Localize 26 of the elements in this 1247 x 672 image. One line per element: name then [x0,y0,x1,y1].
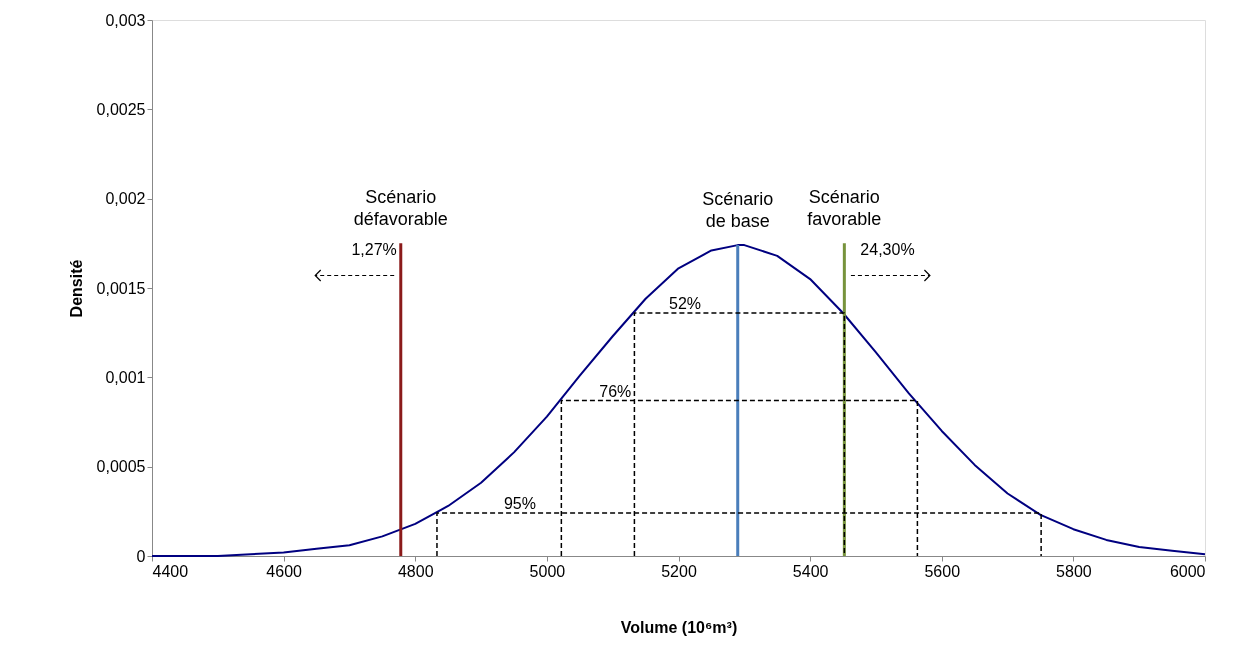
x-axis-title: Volume (10⁶m³) [620,618,738,636]
x-tick-label: 6000 [1169,562,1206,580]
series-label: Scénario défavorable [353,187,448,230]
series-label: Scénario favorable [807,187,882,230]
annotation: 52% [669,295,702,313]
x-tick-label: 5400 [792,562,829,580]
x-tick-label: 4600 [266,562,303,580]
series-label: Scénario de base [702,189,774,232]
y-tick-label: 0,002 [105,190,146,208]
y-tick-label: 0 [136,547,146,565]
annotation: 1,27% [351,240,397,258]
y-tick-label: 0,001 [105,368,146,386]
x-tick-label: 4400 [152,562,189,580]
x-tick-label: 5600 [924,562,961,580]
x-tick-label: 4800 [397,562,434,580]
y-axis-title: Densité [67,259,85,318]
x-tick-label: 5000 [529,562,566,580]
y-tick-label: 0,0025 [96,100,146,118]
x-tick-label: 5200 [661,562,697,580]
annotation: 76% [599,382,632,400]
annotation: 24,30% [860,240,915,258]
x-tick-label: 5800 [1056,562,1092,580]
y-tick-label: 0,0005 [96,458,146,476]
y-tick-label: 0,003 [105,11,146,29]
annotation: 95% [503,495,536,513]
y-tick-label: 0,0015 [96,279,146,297]
